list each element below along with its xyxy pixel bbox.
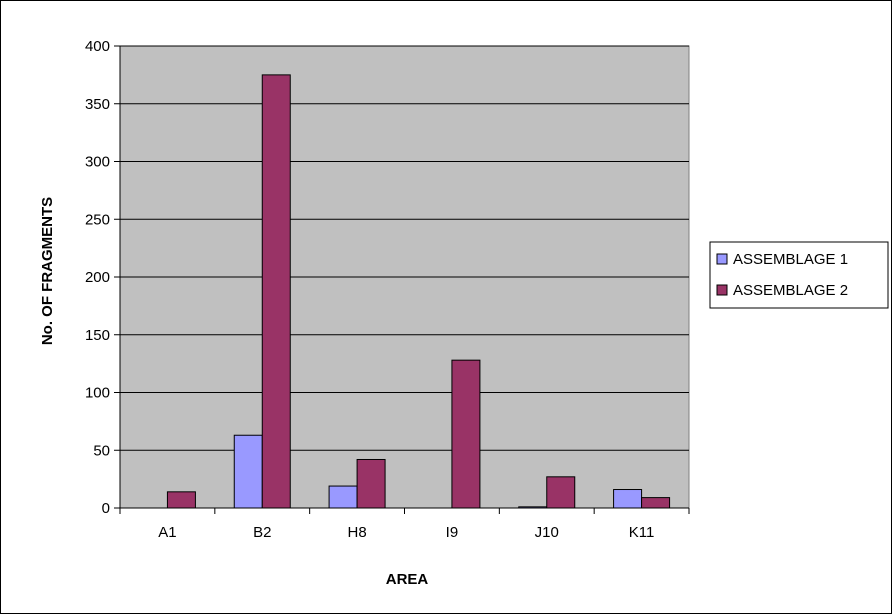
bar-k11-series-2 bbox=[641, 497, 671, 509]
bar-h8-series-1 bbox=[328, 485, 358, 509]
bar-b2-series-2 bbox=[261, 74, 291, 509]
x-tick-label-k11: K11 bbox=[629, 524, 655, 541]
bars bbox=[166, 74, 671, 509]
bar-k11-series-1 bbox=[613, 489, 643, 509]
bar-b2-series-1 bbox=[233, 434, 263, 509]
y-tick-label-100: 100 bbox=[85, 385, 110, 402]
x-tick-label-j10: J10 bbox=[535, 524, 559, 541]
y-tick-label-400: 400 bbox=[85, 38, 110, 55]
legend-swatch-assemblage-2 bbox=[716, 284, 728, 296]
y-axis-title: No. OF FRAGMENTS bbox=[39, 197, 56, 345]
y-tick-label-300: 300 bbox=[85, 154, 110, 171]
x-tick-label-b2: B2 bbox=[253, 524, 271, 541]
y-tick-label-350: 350 bbox=[85, 96, 110, 113]
gridlines bbox=[120, 45, 689, 451]
bar-i9-series-2 bbox=[451, 359, 481, 509]
bar-a1-series-2 bbox=[166, 491, 196, 509]
y-tick-label-250: 250 bbox=[85, 211, 110, 228]
legend: ASSEMBLAGE 1 ASSEMBLAGE 2 bbox=[709, 241, 889, 309]
bar-h8-series-2 bbox=[356, 458, 386, 509]
x-tick-label-i9: I9 bbox=[446, 524, 459, 541]
legend-swatch-assemblage-1 bbox=[716, 253, 728, 265]
legend-box bbox=[709, 241, 889, 309]
bar-j10-series-2 bbox=[546, 476, 576, 509]
y-tick-label-0: 0 bbox=[102, 500, 110, 517]
x-tick-label-h8: H8 bbox=[347, 524, 366, 541]
legend-label-assemblage-1: ASSEMBLAGE 1 bbox=[733, 251, 848, 268]
y-tick-label-50: 50 bbox=[93, 442, 110, 459]
y-tick-label-200: 200 bbox=[85, 269, 110, 286]
x-axis-title: AREA bbox=[386, 571, 429, 588]
x-tick-label-a1: A1 bbox=[158, 524, 176, 541]
tick-labels: 0 50 100 150 200 250 300 350 400 A1 B2 H8 I9 J10 K11 bbox=[85, 38, 690, 541]
y-tick-label-150: 150 bbox=[85, 327, 110, 344]
legend-label-assemblage-2: ASSEMBLAGE 2 bbox=[733, 282, 848, 299]
